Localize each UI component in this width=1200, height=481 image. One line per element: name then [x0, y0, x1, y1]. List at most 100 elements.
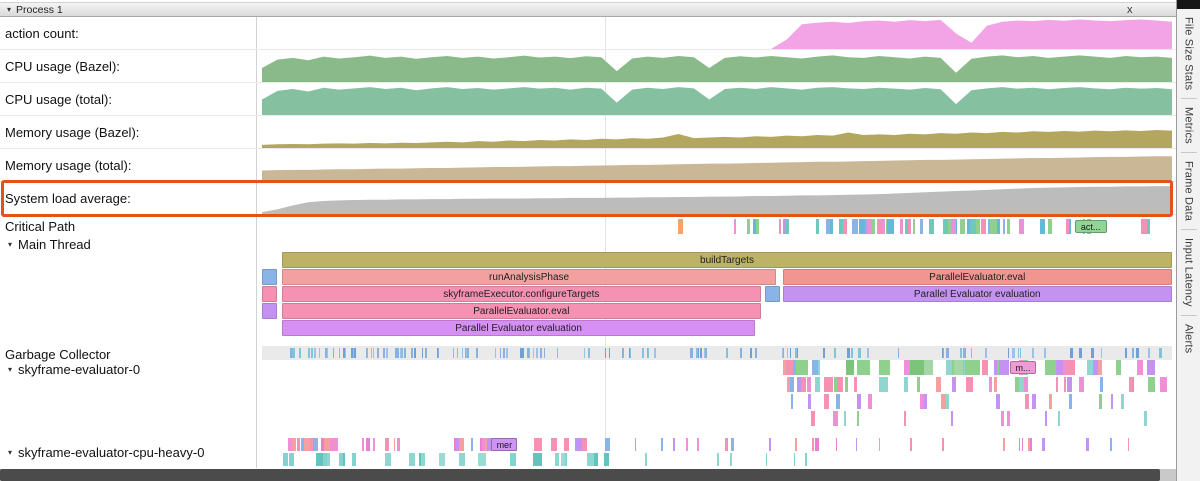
trace-slice[interactable]	[481, 438, 490, 451]
trace-slice[interactable]	[705, 348, 707, 358]
trace-slice[interactable]	[386, 348, 389, 358]
trace-slice[interactable]	[537, 348, 539, 358]
trace-slice[interactable]	[520, 348, 522, 358]
collapse-triangle-icon[interactable]: ▾	[8, 447, 13, 457]
trace-slice[interactable]	[806, 377, 811, 392]
trace-slice[interactable]	[867, 348, 870, 358]
trace-slice[interactable]	[729, 453, 732, 466]
trace-slice[interactable]	[327, 348, 329, 358]
trace-slice[interactable]	[425, 348, 427, 358]
trace-slice[interactable]	[1044, 360, 1058, 375]
trace-slice[interactable]	[823, 348, 825, 358]
trace-slice[interactable]	[910, 438, 912, 451]
trace-slice[interactable]	[1079, 348, 1082, 358]
trace-slice[interactable]	[644, 453, 647, 466]
trace-slice[interactable]	[366, 348, 368, 358]
trace-slice[interactable]	[332, 348, 335, 358]
trace-slice[interactable]	[1066, 377, 1073, 392]
trace-slice[interactable]	[904, 219, 908, 234]
trace-slice[interactable]	[551, 438, 556, 451]
critical-path-track[interactable]: act...	[262, 218, 1172, 235]
trace-slice[interactable]	[575, 438, 582, 451]
counter-area-chart[interactable]	[262, 18, 1172, 49]
trace-slice[interactable]	[372, 438, 376, 451]
trace-slice[interactable]	[867, 394, 873, 409]
trace-slice[interactable]	[329, 438, 335, 451]
trace-slice[interactable]	[647, 348, 649, 358]
trace-slice[interactable]	[299, 348, 302, 358]
trace-slice[interactable]	[487, 438, 493, 451]
trace-slice[interactable]	[593, 453, 599, 466]
trace-slice[interactable]	[1147, 377, 1155, 392]
horizontal-scrollbar-thumb[interactable]	[0, 469, 1160, 481]
trace-slice[interactable]	[1006, 411, 1011, 426]
trace-slice[interactable]	[467, 348, 469, 358]
trace-slice[interactable]	[802, 360, 809, 375]
trace-slice[interactable]	[1042, 438, 1045, 451]
trace-slice[interactable]	[465, 348, 468, 358]
trace-slice[interactable]	[437, 348, 440, 358]
trace-slice[interactable]	[1101, 348, 1103, 358]
trace-slice[interactable]	[351, 348, 353, 358]
trace-slice[interactable]	[1143, 411, 1148, 426]
main-thread-header[interactable]: ▾ Main Thread	[8, 237, 91, 252]
trace-slice[interactable]	[1159, 377, 1167, 392]
evaluator0-track[interactable]: m...	[262, 359, 1172, 427]
trace-slice[interactable]	[401, 348, 404, 358]
trace-slice[interactable]: buildTargets	[282, 252, 1172, 268]
trace-slice[interactable]	[587, 348, 590, 358]
trace-slice[interactable]	[1019, 348, 1021, 358]
trace-slice[interactable]	[740, 348, 742, 358]
trace-slice[interactable]	[1070, 348, 1073, 358]
trace-slice[interactable]	[526, 348, 528, 358]
trace-slice[interactable]	[543, 348, 546, 358]
trace-slice[interactable]	[634, 438, 636, 451]
trace-slice[interactable]	[703, 348, 706, 358]
trace-slice[interactable]	[1018, 377, 1025, 392]
trace-slice[interactable]	[945, 348, 949, 358]
trace-slice[interactable]	[510, 453, 517, 466]
trace-slice[interactable]	[795, 438, 797, 451]
trace-slice[interactable]	[838, 219, 843, 234]
trace-slice[interactable]	[494, 348, 497, 358]
evaluator0-header[interactable]: ▾ skyframe-evaluator-0	[8, 362, 140, 377]
trace-slice[interactable]	[383, 348, 385, 358]
close-icon[interactable]: x	[1127, 4, 1133, 16]
trace-slice[interactable]	[325, 348, 327, 358]
trace-slice[interactable]	[922, 394, 928, 409]
trace-slice[interactable]	[477, 453, 486, 466]
trace-slice[interactable]	[1012, 348, 1015, 358]
trace-slice[interactable]	[942, 219, 949, 234]
trace-slice[interactable]	[385, 453, 391, 466]
trace-slice[interactable]	[1086, 360, 1094, 375]
trace-slice[interactable]	[419, 453, 424, 466]
trace-slice[interactable]	[826, 219, 831, 234]
trace-slice[interactable]	[850, 348, 853, 358]
trace-slice[interactable]	[528, 348, 530, 358]
trace-slice[interactable]	[790, 394, 793, 409]
trace-slice[interactable]	[916, 377, 919, 392]
trace-slice[interactable]	[352, 453, 357, 466]
trace-slice[interactable]	[945, 394, 950, 409]
trace-slice[interactable]	[969, 219, 977, 234]
trace-slice[interactable]	[409, 453, 416, 466]
trace-slice[interactable]	[814, 377, 821, 392]
trace-slice[interactable]	[1019, 438, 1021, 451]
trace-slice[interactable]	[522, 348, 524, 358]
trace-slice[interactable]	[950, 411, 954, 426]
counter-area-chart[interactable]	[262, 183, 1172, 214]
trace-slice[interactable]	[804, 453, 807, 466]
trace-slice[interactable]	[852, 219, 859, 234]
tab-file-size-stats[interactable]: File Size Stats	[1182, 17, 1195, 91]
trace-slice[interactable]	[1032, 394, 1037, 409]
trace-slice[interactable]	[830, 219, 833, 234]
trace-slice[interactable]	[697, 348, 699, 358]
trace-slice[interactable]	[951, 377, 956, 392]
trace-slice[interactable]	[370, 348, 373, 358]
trace-slice[interactable]	[859, 360, 869, 375]
trace-slice[interactable]	[345, 348, 347, 358]
trace-slice[interactable]	[289, 348, 292, 358]
trace-slice[interactable]	[854, 377, 857, 392]
trace-slice[interactable]	[945, 360, 957, 375]
trace-slice[interactable]	[963, 348, 966, 358]
